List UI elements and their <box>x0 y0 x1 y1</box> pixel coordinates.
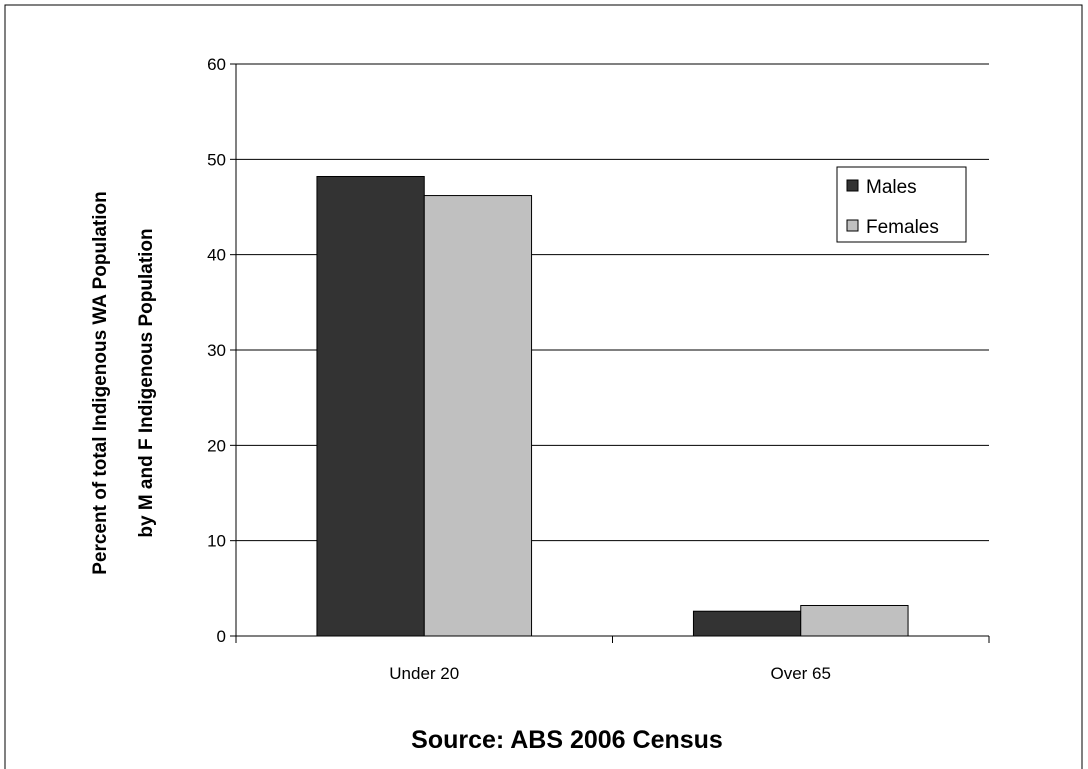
axes <box>230 63 990 643</box>
legend-swatch-males <box>846 179 859 192</box>
y-tick-label: 0 <box>217 627 226 646</box>
y-tick-label: 60 <box>207 55 226 74</box>
x-axis-label: Source: ABS 2006 Census <box>411 726 723 754</box>
y-tick-label: 50 <box>207 150 226 169</box>
y-tick-label: 20 <box>207 436 226 455</box>
bar-females-over-65 <box>800 604 909 637</box>
x-category-label: Over 65 <box>771 664 831 683</box>
y-axis-label-line-1: Percent of total Indigenous WA Populatio… <box>90 191 111 575</box>
bars <box>316 175 909 637</box>
x-category-labels: Under 20 Over 65 <box>389 664 831 683</box>
y-tick-label: 40 <box>207 246 226 265</box>
y-tick-label: 10 <box>207 532 226 551</box>
legend-swatch-females <box>846 219 859 232</box>
legend-label-males: Males <box>866 177 917 198</box>
bar-females-under-20 <box>423 195 533 637</box>
bar-males-under-20 <box>316 175 425 637</box>
y-axis-label-line-2: by M and F Indigenous Population <box>136 228 157 537</box>
legend-label-females: Females <box>866 217 939 238</box>
y-tick-labels: 0 10 20 30 40 50 60 <box>207 55 226 646</box>
legend: Males Females <box>836 166 967 243</box>
x-category-label: Under 20 <box>389 664 459 683</box>
bar-males-over-65 <box>692 610 802 637</box>
chart-frame <box>4 4 1083 769</box>
y-tick-label: 30 <box>207 341 226 360</box>
